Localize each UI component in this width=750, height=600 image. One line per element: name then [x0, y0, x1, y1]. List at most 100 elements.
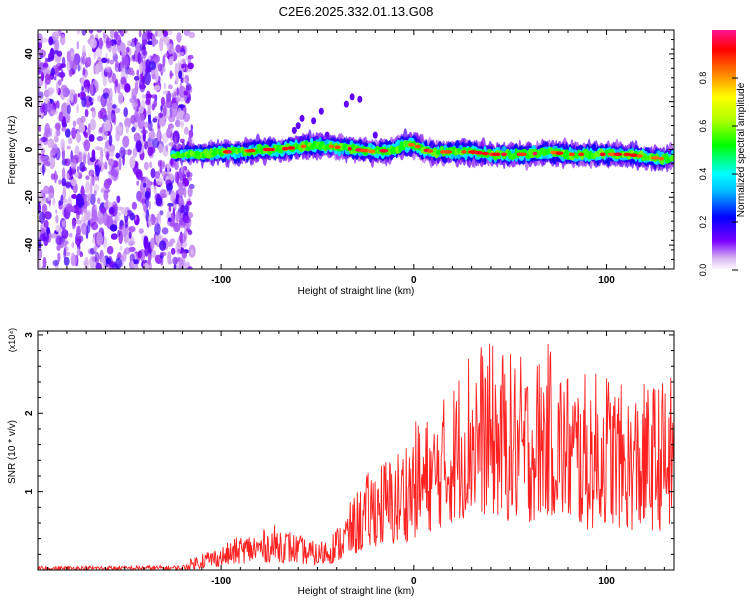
- ridge-peak: [426, 149, 434, 153]
- noise-blob: [42, 205, 47, 214]
- colorbar-tick-label: 0.0: [698, 264, 708, 277]
- noise-blob: [81, 222, 88, 235]
- ridge-peak: [281, 146, 289, 151]
- ridge-peak: [518, 152, 527, 157]
- noise-blob: [43, 185, 50, 195]
- noise-blob: [71, 158, 77, 170]
- noise-blob: [106, 214, 111, 225]
- noise-blob: [83, 203, 88, 214]
- noise-blob: [55, 209, 58, 214]
- noise-blob: [124, 211, 128, 217]
- noise-blob: [144, 190, 151, 199]
- noise-blob: [70, 254, 78, 267]
- noise-blob: [72, 120, 77, 127]
- noise-blob: [61, 220, 66, 228]
- noise-blob: [113, 31, 119, 39]
- noise-blob: [160, 96, 166, 107]
- noise-blob: [173, 264, 177, 269]
- noise-blob: [77, 151, 83, 163]
- noise-blob: [44, 57, 48, 69]
- noise-blob: [125, 125, 129, 134]
- noise-blob: [81, 30, 87, 36]
- noise-blob: [62, 198, 68, 204]
- noise-blob: [143, 235, 148, 241]
- ridge-peak: [599, 152, 606, 157]
- noise-blob: [183, 217, 191, 224]
- snr-xtick-label: 100: [598, 576, 615, 587]
- noise-blob: [95, 262, 102, 269]
- noise-blob: [158, 143, 164, 154]
- noise-blob: [71, 219, 76, 230]
- noise-blob: [145, 195, 149, 209]
- noise-blob: [40, 193, 47, 201]
- noise-blob: [53, 39, 60, 54]
- noise-blob: [178, 233, 186, 244]
- noise-blob: [147, 146, 154, 157]
- noise-blob: [119, 146, 126, 159]
- noise-blob: [187, 62, 194, 70]
- colorbar-tick-label: 0.2: [698, 216, 708, 229]
- noise-blob: [82, 56, 85, 65]
- ridge-peak: [246, 148, 256, 153]
- ridge-peak: [650, 156, 660, 160]
- spectrogram-xtick-label: 0: [411, 275, 417, 286]
- noise-blob: [154, 171, 161, 179]
- noise-blob: [144, 245, 149, 257]
- noise-blob: [152, 137, 160, 149]
- noise-blob: [175, 241, 181, 255]
- noise-blob: [77, 172, 83, 180]
- noise-blob: [136, 180, 140, 186]
- ridge-cell: [669, 155, 674, 162]
- noise-blob: [58, 111, 64, 122]
- noise-blob: [65, 172, 70, 181]
- noise-blob: [85, 180, 90, 194]
- noise-blob: [38, 259, 41, 269]
- ridge-peak: [300, 144, 307, 149]
- ridge-peak: [334, 145, 341, 149]
- noise-blob: [182, 112, 191, 123]
- noise-blob: [167, 217, 172, 222]
- noise-blob: [126, 149, 132, 156]
- noise-blob: [186, 200, 192, 206]
- noise-blob: [173, 222, 181, 233]
- noise-blob: [97, 197, 101, 205]
- noise-blob: [70, 51, 75, 62]
- noise-blob: [187, 176, 193, 182]
- noise-blob: [106, 58, 110, 64]
- noise-blob: [161, 227, 169, 235]
- noise-blob: [61, 177, 67, 187]
- colorbar-axes: 0.0 0.2 0.4 0.6 0.8: [698, 72, 738, 277]
- noise-blob: [158, 112, 164, 118]
- ridge-peak: [367, 149, 376, 154]
- noise-blob: [179, 192, 182, 204]
- noise-blob: [76, 225, 81, 236]
- noise-blob: [128, 231, 132, 239]
- noise-blob: [71, 242, 75, 248]
- noise-blob: [77, 93, 81, 98]
- noise-blob: [147, 31, 151, 42]
- noise-blob: [49, 47, 55, 61]
- noise-blob: [187, 186, 193, 198]
- noise-blob: [63, 256, 70, 266]
- noise-blob: [39, 156, 47, 161]
- noise-blob: [103, 190, 109, 201]
- noise-blob: [98, 156, 103, 165]
- noise-blob: [175, 210, 181, 223]
- noise-blob: [82, 44, 86, 58]
- colorbar-gradient: [712, 30, 736, 270]
- ridge-peak: [444, 150, 453, 154]
- noise-blob: [166, 241, 174, 248]
- noise-blob: [126, 210, 133, 217]
- noise-blob: [122, 135, 130, 148]
- noise-blob: [42, 163, 45, 176]
- noise-blob: [74, 173, 80, 178]
- noise-blob: [100, 207, 107, 214]
- noise-blob: [44, 211, 52, 220]
- noise-blob: [142, 126, 146, 135]
- ridge-peak: [613, 152, 623, 157]
- noise-blob: [142, 76, 145, 86]
- noise-blob: [60, 194, 64, 206]
- noise-blob: [83, 259, 88, 267]
- noise-blob: [159, 37, 164, 52]
- noise-blob: [153, 185, 157, 195]
